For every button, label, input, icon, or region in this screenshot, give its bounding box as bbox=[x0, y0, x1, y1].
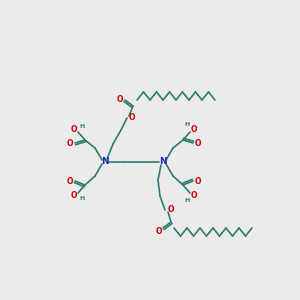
Text: H: H bbox=[80, 196, 85, 202]
Text: O: O bbox=[71, 125, 77, 134]
Text: O: O bbox=[195, 139, 201, 148]
Text: H: H bbox=[80, 124, 85, 128]
Text: O: O bbox=[156, 226, 162, 236]
Text: O: O bbox=[117, 95, 123, 104]
Text: O: O bbox=[195, 176, 201, 185]
Text: O: O bbox=[191, 125, 197, 134]
Text: O: O bbox=[191, 190, 197, 200]
Text: O: O bbox=[168, 206, 174, 214]
Text: O: O bbox=[67, 139, 73, 148]
Text: H: H bbox=[184, 122, 190, 128]
Text: H: H bbox=[184, 197, 190, 202]
Text: N: N bbox=[159, 158, 167, 166]
Text: O: O bbox=[67, 176, 73, 185]
Text: N: N bbox=[101, 158, 109, 166]
Text: O: O bbox=[129, 113, 135, 122]
Text: O: O bbox=[71, 190, 77, 200]
